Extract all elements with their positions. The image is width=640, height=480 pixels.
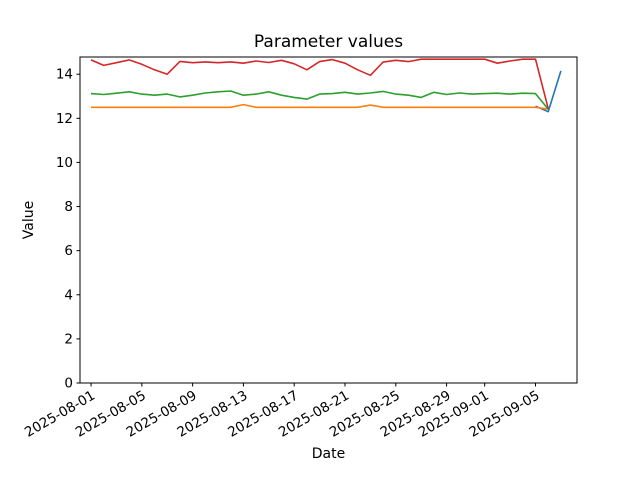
y-tick-label: 4 xyxy=(64,287,73,303)
y-tick-label: 14 xyxy=(56,67,73,83)
plot-border xyxy=(79,56,578,384)
y-tick-label: 10 xyxy=(56,155,73,171)
y-tick-label: 2 xyxy=(64,331,73,347)
series-line-orange xyxy=(91,103,549,110)
x-axis-label: Date xyxy=(311,446,346,462)
chart-title: Parameter values xyxy=(253,32,404,52)
y-axis-label: Value xyxy=(21,200,37,240)
y-tick-label: 8 xyxy=(64,199,73,215)
series-line-red xyxy=(90,58,549,109)
series-line-green xyxy=(90,90,549,110)
y-tick-label: 12 xyxy=(56,111,73,127)
y-tick-label: 0 xyxy=(64,376,73,392)
y-tick-label: 6 xyxy=(64,243,73,259)
